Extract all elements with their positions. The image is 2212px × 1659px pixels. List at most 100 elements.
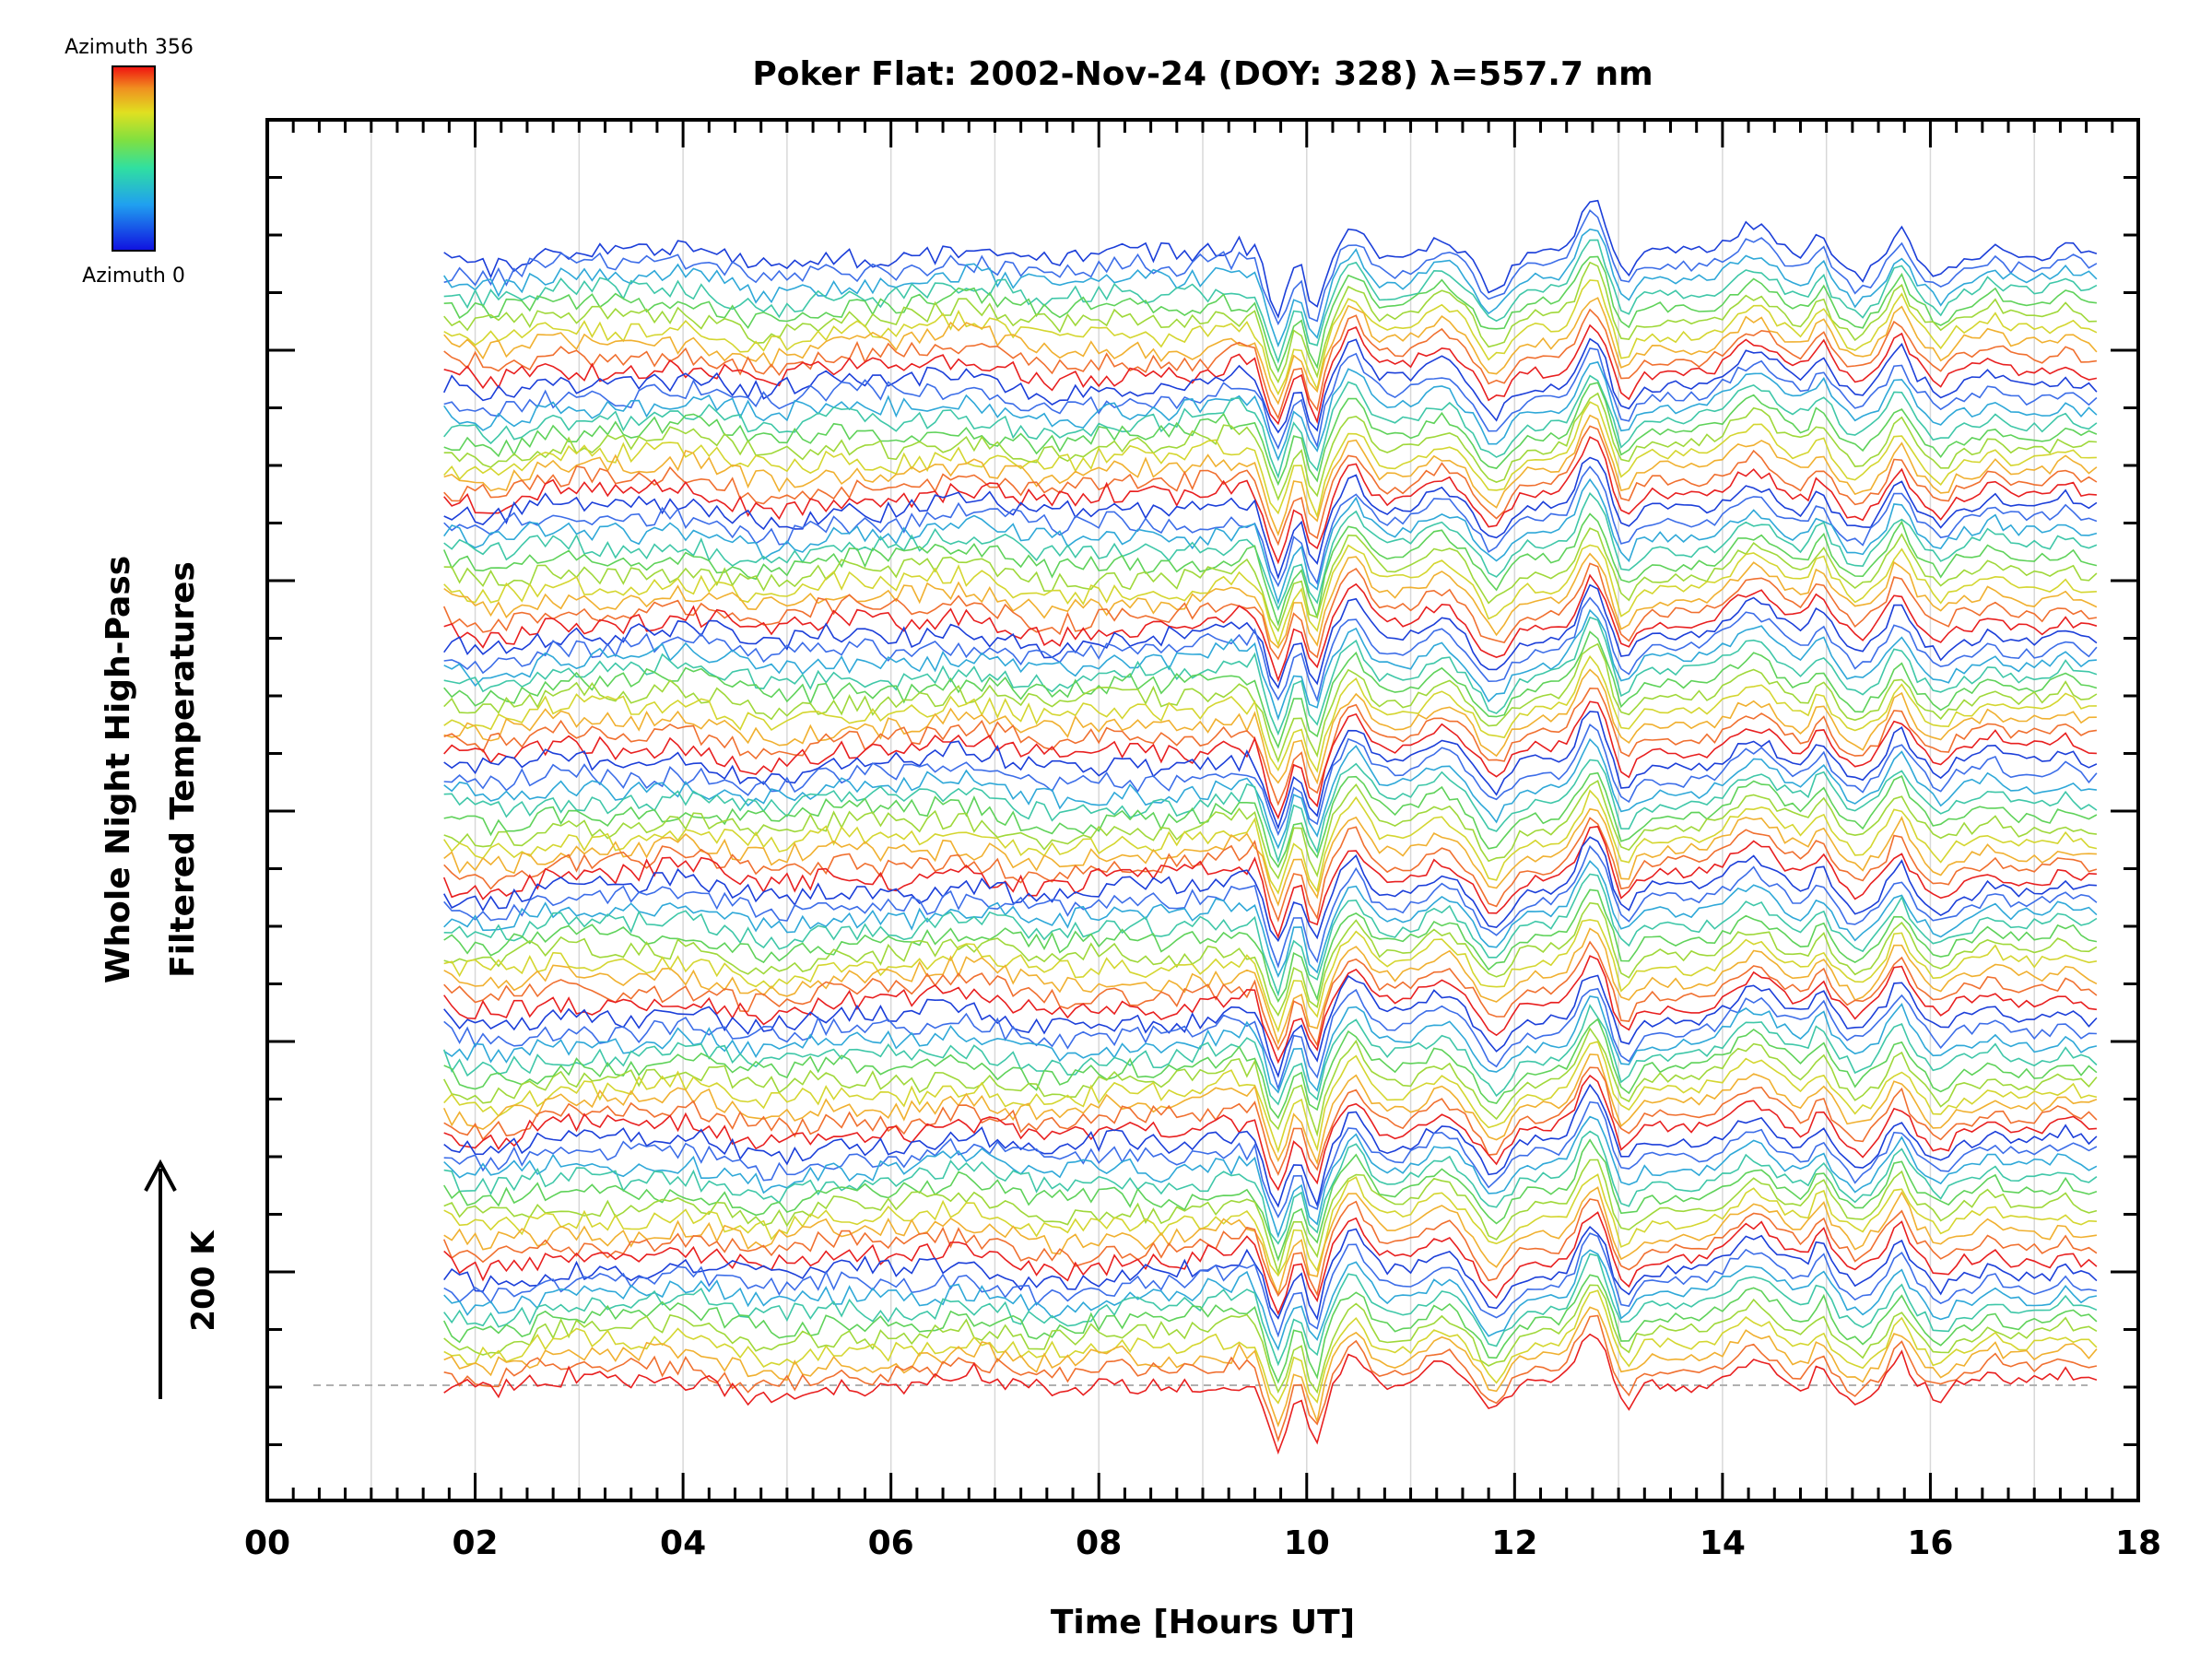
y-axis-label-line2: Filtered Temperatures: [164, 561, 202, 978]
series-line: [443, 642, 2098, 763]
series-line: [443, 1306, 2098, 1428]
series-line: [443, 544, 2097, 647]
series-line: [443, 780, 2097, 880]
series-line: [443, 436, 2097, 565]
series-line: [443, 1314, 2098, 1443]
series-line: [443, 1130, 2098, 1245]
series-line: [443, 414, 2098, 536]
series-line: [442, 1027, 2098, 1137]
series-line: [443, 608, 2097, 722]
series-line: [443, 873, 2098, 997]
series-line: [443, 888, 2098, 1003]
series-line: [443, 1211, 2098, 1316]
series-line: [443, 1074, 2097, 1192]
series-line: [443, 491, 2098, 611]
series-line: [443, 771, 2098, 869]
series-line: [443, 261, 2097, 384]
series-line: [443, 919, 2098, 1033]
x-tick-label: 10: [1284, 1524, 1330, 1562]
x-tick-label: 16: [1907, 1524, 1953, 1562]
series-line: [443, 955, 2098, 1065]
series-line: [443, 927, 2098, 1045]
series-line: [443, 1289, 2098, 1405]
x-tick-label: 12: [1491, 1524, 1537, 1562]
series-line: [443, 1018, 2098, 1120]
x-tick-label: 00: [244, 1524, 290, 1562]
series-line: [443, 654, 2097, 773]
series-line: [443, 687, 2098, 806]
series-line: [443, 456, 2098, 581]
series-line: [443, 1186, 2098, 1297]
x-tick-label: 14: [1700, 1524, 1746, 1562]
series-line: [443, 1249, 2098, 1351]
series-line: [443, 1041, 2098, 1154]
series-line: [443, 901, 2098, 1018]
x-tick-label: 06: [868, 1524, 914, 1562]
series-line: [443, 1159, 2098, 1276]
series-line: [442, 1198, 2098, 1298]
series-line: [443, 308, 2098, 420]
series-line: [443, 1232, 2098, 1338]
series-line: [443, 573, 2098, 683]
series-line: [442, 1004, 2098, 1106]
series-line: [443, 465, 2098, 588]
series-line: [443, 711, 2098, 830]
series-line: [443, 401, 2097, 519]
series-line: [443, 297, 2098, 406]
series-line: [443, 1333, 2098, 1455]
series-line: [443, 583, 2098, 689]
series-line: [442, 512, 2098, 627]
series-line: [443, 836, 2097, 943]
colorbar-bottom-label: Azimuth 0: [82, 265, 185, 288]
x-tick-label: 02: [453, 1524, 499, 1562]
series-line: [443, 844, 2098, 969]
series-line: [443, 1066, 2098, 1177]
chart-title: Poker Flat: 2002-Nov-24 (DOY: 328) λ=557…: [752, 55, 1653, 93]
series-line: [443, 737, 2097, 850]
series-line: [443, 552, 2098, 649]
scale-arrow: [144, 1159, 177, 1399]
series-line: [443, 759, 2098, 864]
series-line: [443, 1173, 2097, 1277]
series-line: [443, 987, 2097, 1091]
x-axis-label: Time [Hours UT]: [1051, 1604, 1355, 1641]
series-line: [442, 337, 2098, 434]
series-line: [443, 382, 2098, 487]
scale-label: 200 K: [185, 1230, 222, 1332]
x-tick-labels: 00 02 04 06 08 10 12 14 16 18: [244, 1524, 2161, 1562]
series-line: [443, 324, 2098, 426]
series-line: [442, 825, 2097, 940]
x-tick-label: 08: [1076, 1524, 1122, 1562]
colorbar-top-label: Azimuth 356: [65, 36, 194, 59]
series-line: [443, 199, 2098, 320]
axes: [265, 118, 2140, 1502]
x-tick-label: 04: [660, 1524, 706, 1562]
colorbar: [112, 65, 156, 252]
series-line: [443, 724, 2098, 837]
series-line: [443, 374, 2098, 479]
series-line: [443, 1115, 2098, 1239]
series-line: [443, 630, 2098, 749]
series-line: [443, 347, 2098, 451]
series-line: [443, 228, 2098, 348]
series-line: [442, 1274, 2098, 1384]
series-line: [443, 1253, 2098, 1367]
series-line: [443, 807, 2097, 907]
series-line: [443, 527, 2098, 633]
series-line: [443, 1100, 2098, 1219]
series-line: [443, 974, 2098, 1078]
series-line: [443, 1226, 2098, 1321]
series-line: [443, 940, 2098, 1052]
series-line: [443, 860, 2098, 978]
series-line: [443, 477, 2098, 606]
series-line: [443, 360, 2098, 462]
series-line: [443, 668, 2097, 785]
series-line: [443, 596, 2098, 703]
series-line: [443, 209, 2098, 326]
series-line: [443, 789, 2098, 895]
series-line: [443, 1083, 2098, 1208]
series-line: [442, 562, 2098, 661]
series-line: [442, 1053, 2098, 1166]
series-line: [443, 1284, 2098, 1394]
